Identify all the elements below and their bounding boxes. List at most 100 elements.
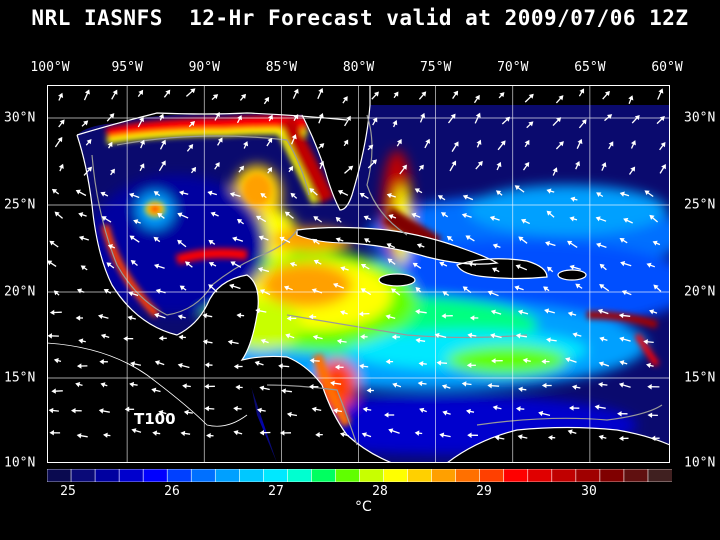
latitude-label: 15°N xyxy=(684,370,716,386)
wind-arrow xyxy=(340,266,349,272)
colorbar xyxy=(47,469,672,482)
loop-current-core xyxy=(243,174,271,206)
wind-arrow xyxy=(578,119,587,129)
wind-arrow xyxy=(490,333,502,339)
wind-arrow xyxy=(628,95,634,104)
latitude-label: 30°N xyxy=(684,110,716,126)
wind-arrow xyxy=(211,94,219,101)
wind-arrow xyxy=(361,432,372,438)
wind-arrow xyxy=(236,312,245,319)
wind-arrow xyxy=(202,313,213,319)
wind-arrow xyxy=(286,315,297,322)
latitude-label: 25°N xyxy=(4,197,36,213)
wind-arrow xyxy=(467,332,477,339)
wind-arrow xyxy=(569,264,581,271)
wind-arrow xyxy=(618,312,631,319)
wind-arrow xyxy=(494,435,505,441)
wind-arrow xyxy=(418,164,424,171)
wind-arrow xyxy=(155,288,166,294)
wind-arrow xyxy=(544,308,555,314)
wind-arrow xyxy=(344,165,354,174)
wind-arrow xyxy=(186,143,194,152)
wind-arrow xyxy=(451,141,459,152)
wind-arrow xyxy=(335,237,344,243)
west-florida-shelf xyxy=(279,116,335,204)
wind-arrow xyxy=(604,114,613,122)
wind-arrow xyxy=(239,93,247,101)
wind-arrow xyxy=(617,411,628,417)
colorbar-swatch xyxy=(575,469,601,482)
wind-arrow xyxy=(619,238,628,244)
wind-arrow xyxy=(415,287,422,293)
colorbar-tick-label: 27 xyxy=(268,484,284,499)
wind-arrow xyxy=(360,288,372,296)
wind-arrow xyxy=(340,310,348,316)
wind-arrow xyxy=(183,409,193,416)
wind-arrow xyxy=(139,139,145,149)
wind-arrow xyxy=(157,212,165,219)
colorbar-swatch xyxy=(47,469,72,482)
wind-arrow xyxy=(518,236,528,244)
wind-arrow xyxy=(496,161,502,171)
colorbar-tick-label: 29 xyxy=(476,484,492,499)
wind-arrow xyxy=(97,313,109,320)
wind-arrow xyxy=(360,264,370,270)
wind-arrow xyxy=(208,239,216,245)
wind-arrow xyxy=(235,384,243,390)
wind-arrow xyxy=(292,88,299,99)
wind-arrow xyxy=(447,113,456,124)
wind-arrow xyxy=(439,261,448,267)
wind-arrow xyxy=(158,335,167,341)
wind-arrow xyxy=(163,89,171,98)
wind-arrow xyxy=(289,261,298,268)
wind-arrow xyxy=(599,336,608,342)
colorbar-tick-label: 26 xyxy=(164,484,180,499)
wind-arrow xyxy=(204,383,215,390)
wind-arrow xyxy=(442,291,450,296)
wind-arrow xyxy=(656,116,665,125)
wind-arrow xyxy=(575,283,583,289)
wind-arrow xyxy=(452,90,459,99)
wind-arrow xyxy=(315,432,323,438)
wind-arrow xyxy=(237,218,244,225)
wind-arrow xyxy=(367,159,377,169)
wind-arrow xyxy=(436,360,448,366)
wind-arrow xyxy=(647,412,658,418)
colorbar-swatch xyxy=(239,469,264,482)
wind-arrow xyxy=(364,238,371,244)
wind-arrow xyxy=(384,412,395,418)
wind-arrow xyxy=(206,432,214,439)
wind-arrow xyxy=(388,214,397,220)
wind-arrow xyxy=(392,382,402,388)
sst-map xyxy=(47,85,670,463)
longitude-label: 85°W xyxy=(265,60,298,75)
wind-arrow xyxy=(101,216,112,223)
latitude-label: 15°N xyxy=(4,370,36,386)
wind-arrow xyxy=(204,362,213,368)
wind-arrow xyxy=(100,382,108,388)
wind-arrow xyxy=(565,357,577,363)
wind-arrow xyxy=(371,91,379,100)
wind-arrow xyxy=(151,387,161,393)
wind-arrow xyxy=(437,195,446,201)
wind-arrow xyxy=(461,381,472,387)
wind-arrow xyxy=(308,314,317,320)
wind-arrow xyxy=(107,141,113,149)
wind-arrow xyxy=(439,432,451,438)
colorbar-swatch xyxy=(455,469,481,482)
wind-arrow xyxy=(49,430,61,436)
wind-arrow xyxy=(649,214,659,223)
wind-arrow xyxy=(598,361,610,367)
wind-arrow xyxy=(180,430,191,437)
wind-arrow xyxy=(631,114,640,124)
wind-arrow xyxy=(596,242,607,249)
wind-arrow xyxy=(177,314,186,320)
longitude-label: 60°W xyxy=(651,60,683,75)
longitude-label: 95°W xyxy=(111,60,143,75)
wind-arrow xyxy=(78,212,87,218)
wind-arrow xyxy=(76,363,88,369)
wind-arrow xyxy=(465,235,475,242)
wind-arrow xyxy=(318,143,325,149)
wind-arrow xyxy=(522,161,530,171)
wind-arrow xyxy=(312,334,323,340)
